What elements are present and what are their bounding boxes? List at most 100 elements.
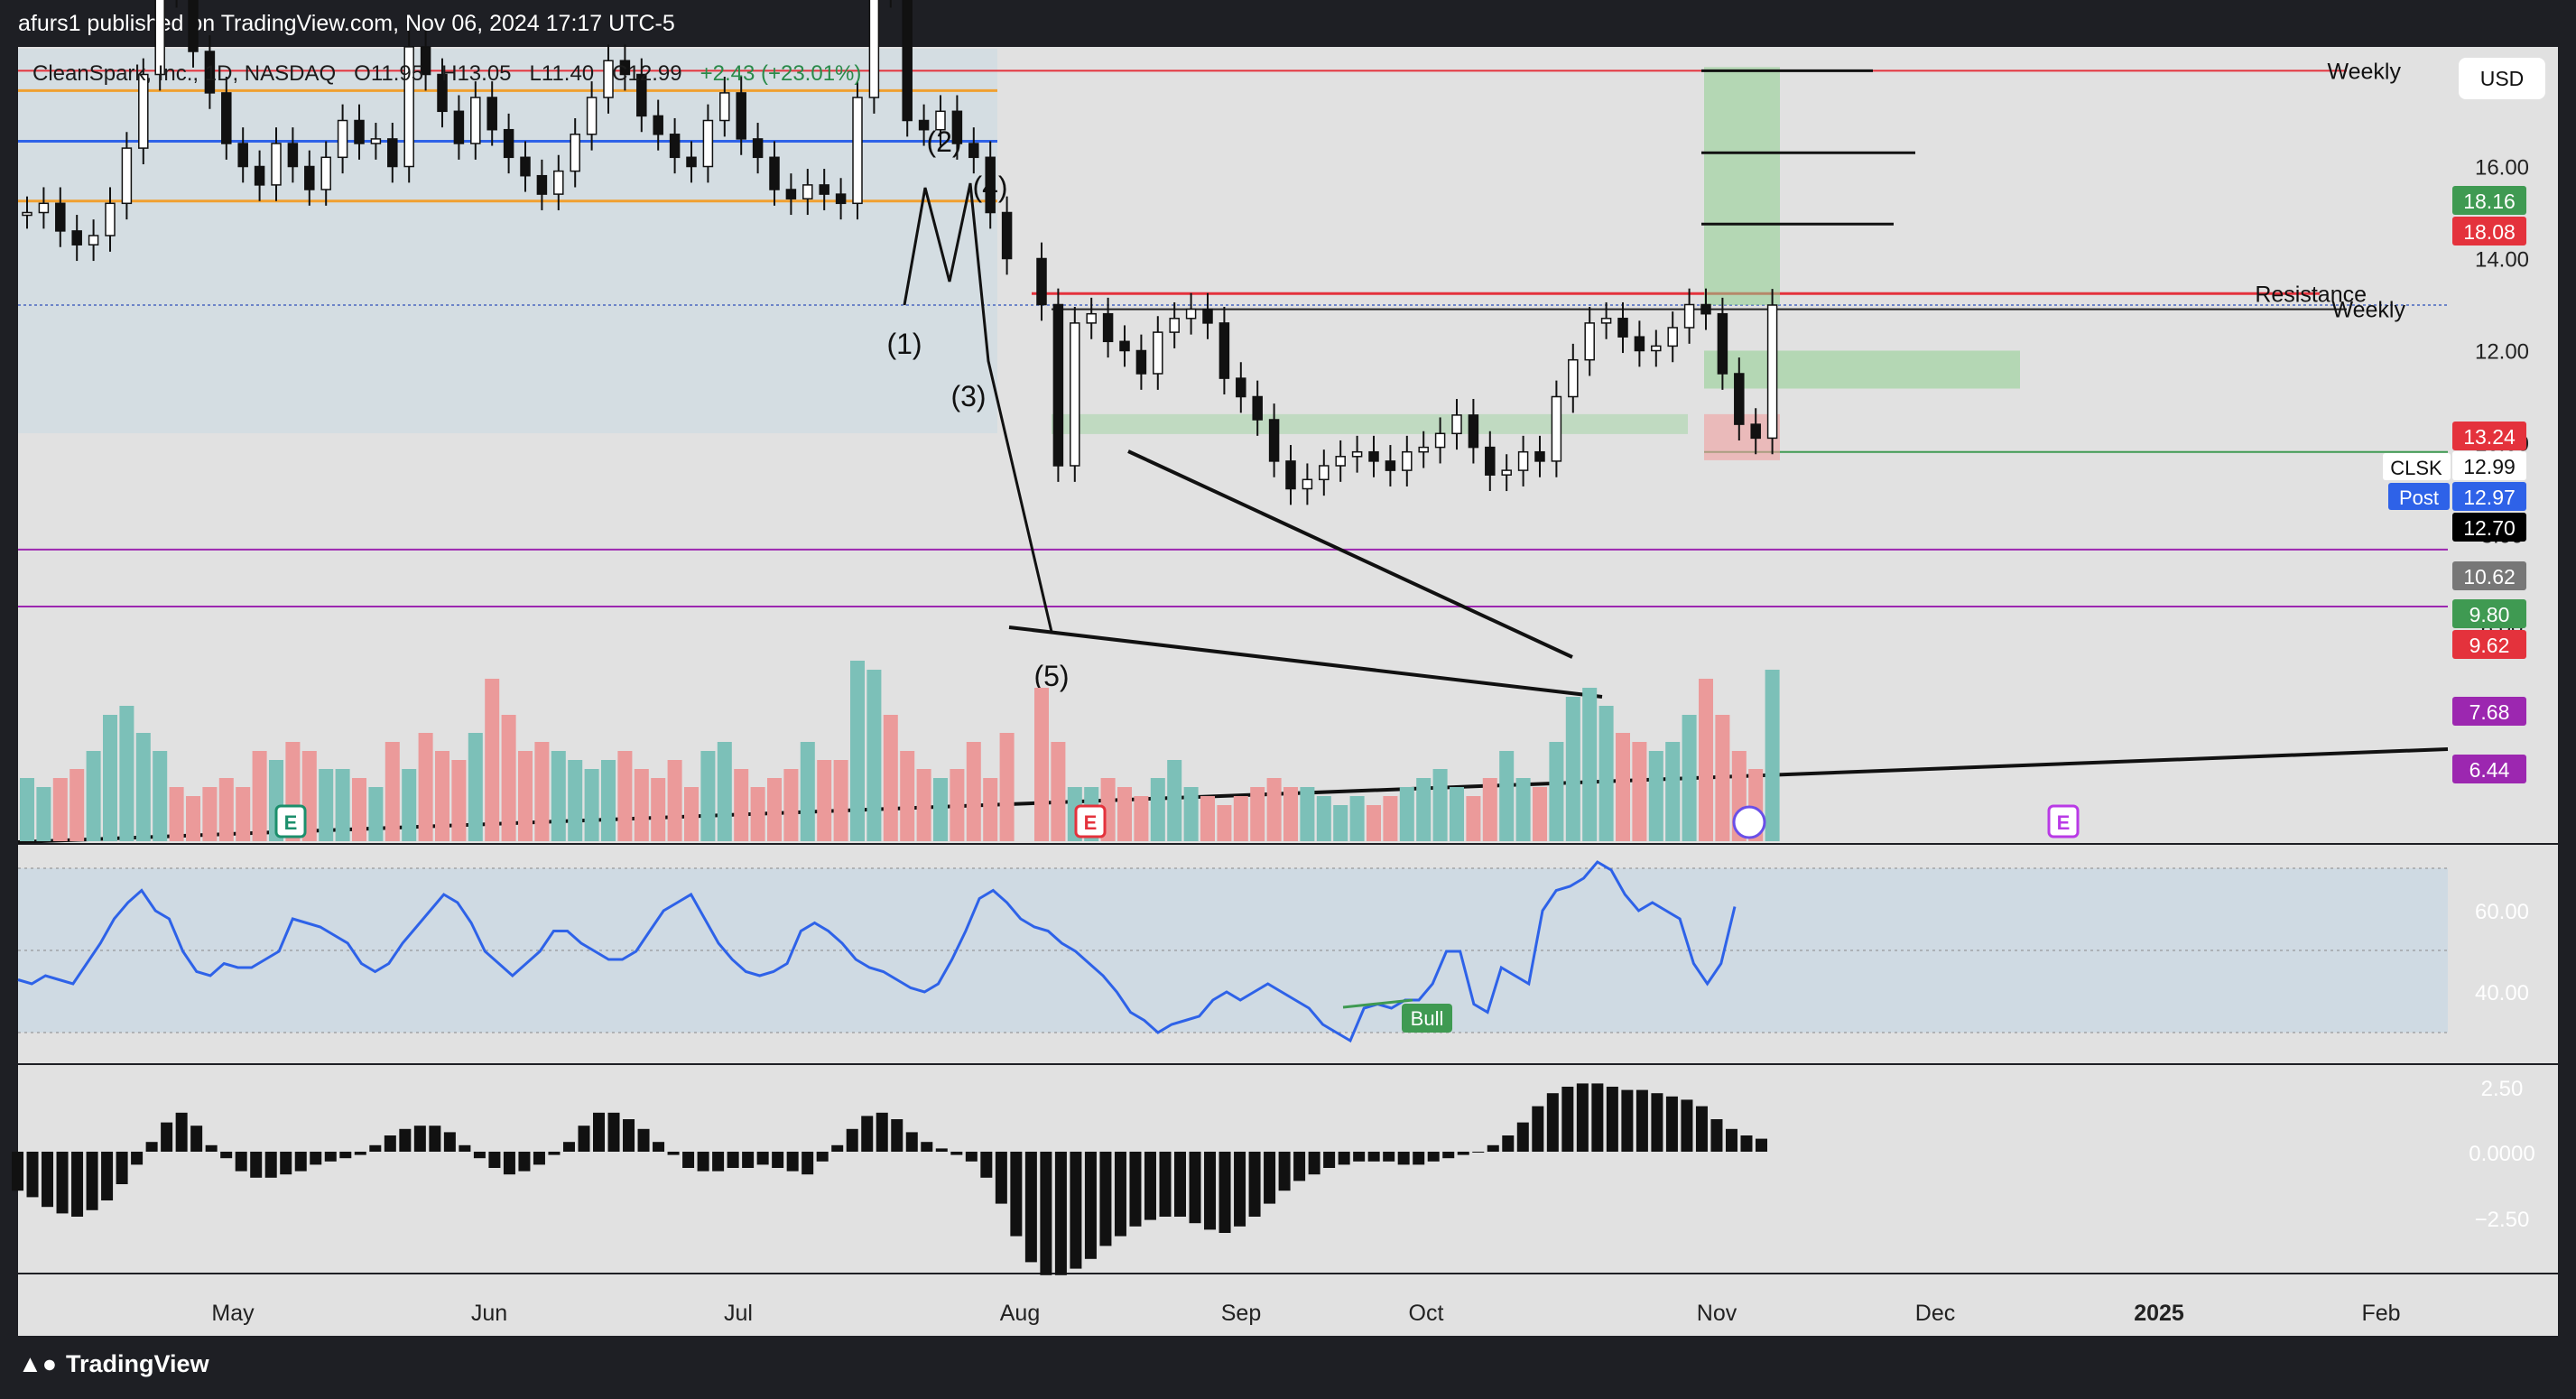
volume-bar [1499, 751, 1515, 841]
legend-symbol: CleanSpark, Inc., 1D, NASDAQ [32, 61, 337, 86]
x-axis-label: Jul [724, 1301, 753, 1326]
macd-bar [1367, 1152, 1380, 1162]
macd-bar [593, 1112, 605, 1152]
macd-bar [1695, 1106, 1708, 1152]
candle-body [1683, 303, 1695, 329]
elliott-wave-path [903, 182, 1053, 633]
macd-bar [548, 1152, 561, 1155]
macd-bar [42, 1152, 54, 1208]
volume-bar [1383, 796, 1398, 841]
price-label: 6.44 [2469, 758, 2510, 782]
ticker-tag-box [2383, 453, 2451, 480]
volume-bar [335, 769, 350, 841]
macd-bar [802, 1152, 814, 1175]
volume-bar [1699, 679, 1713, 841]
price-tick: 16.00 [2475, 156, 2529, 181]
volume-bar [1266, 778, 1282, 841]
volume-bar [1450, 787, 1464, 841]
currency-button[interactable]: USD [2459, 58, 2545, 99]
level-label: Resistance [2255, 282, 2367, 307]
macd-bar [816, 1152, 829, 1162]
macd-bar [786, 1152, 799, 1172]
macd-bar [980, 1152, 993, 1178]
candle-body [1634, 336, 1645, 352]
price-label: 10.62 [2463, 565, 2516, 588]
price-tick: 12.00 [2475, 340, 2529, 365]
macd-bar [1651, 1093, 1663, 1152]
volume-bar [1416, 778, 1432, 841]
volume-bar [485, 679, 500, 841]
volume-bar [518, 751, 533, 841]
volume-bar [135, 733, 151, 841]
earnings-marker [1074, 804, 1107, 838]
level-label: Weekly [2327, 59, 2401, 84]
candle-body [719, 92, 730, 122]
macd-bar [1413, 1152, 1425, 1165]
macd-bar [12, 1152, 23, 1191]
macd-bar [1606, 1087, 1618, 1152]
macd-bar [1546, 1093, 1559, 1152]
macd-bar [26, 1152, 39, 1198]
x-axis-label: 2025 [2134, 1301, 2184, 1326]
volume-bar [1283, 787, 1298, 841]
volume-bar [651, 778, 666, 841]
candle-body [1302, 478, 1313, 490]
macd-bar [101, 1152, 114, 1200]
volume-bar [601, 760, 616, 841]
candle-body [121, 147, 133, 205]
macd-bar [1725, 1128, 1737, 1152]
post-tag: Post [2399, 486, 2439, 509]
volume-bar [1682, 715, 1697, 841]
candle-body [1001, 211, 1013, 260]
symbol-legend: CleanSpark, Inc., 1D, NASDAQ O11.95 H13.… [32, 61, 861, 87]
macd-bar [1338, 1152, 1350, 1165]
ticker-tag: CLSK [2390, 457, 2442, 479]
volume-bar [418, 733, 433, 841]
macd-bar [667, 1152, 680, 1155]
earnings-marker [2047, 804, 2080, 838]
volume-bar [1316, 796, 1331, 841]
volume-bar [534, 742, 550, 841]
macd-bar [250, 1152, 263, 1178]
price-label: 18.16 [2463, 190, 2516, 213]
candle-body [619, 60, 631, 76]
candle-body [785, 189, 797, 199]
volume-bar [236, 787, 251, 841]
candle-body [1169, 318, 1180, 333]
volume-bar [468, 733, 483, 841]
volume-bar [933, 778, 948, 841]
macd-bar [503, 1152, 515, 1175]
volume-bar [1632, 742, 1647, 841]
candle-body [819, 184, 829, 195]
volume-bar [153, 751, 168, 841]
candle-body [669, 134, 681, 159]
macd-bar [1040, 1152, 1052, 1275]
price-tick: 14.00 [2475, 248, 2529, 273]
candle-body [1052, 303, 1064, 467]
macd-bar [354, 1152, 366, 1155]
volume-bar [1648, 751, 1663, 841]
macd-bar [831, 1144, 844, 1152]
price-label-box [2452, 755, 2526, 783]
macd-tick: 0.0000 [2469, 1142, 2534, 1166]
macd-bar [578, 1126, 590, 1152]
macd-bar [1189, 1152, 1201, 1224]
volume-bar [983, 778, 998, 841]
volume-bar [1533, 787, 1547, 841]
candle-body [1734, 373, 1745, 425]
macd-bar [1710, 1119, 1723, 1152]
candle-body [320, 156, 331, 190]
macd-bar [1397, 1152, 1410, 1165]
macd-bar [637, 1128, 650, 1152]
macd-bar [1099, 1152, 1112, 1246]
volume-bar [1183, 787, 1199, 841]
volume-bar [1616, 733, 1630, 841]
volume-bar [1515, 778, 1531, 841]
macd-bar [488, 1152, 501, 1168]
candle-body [951, 110, 963, 144]
candle-body [852, 97, 863, 205]
volume-bar [684, 787, 699, 841]
earnings-marker-label: E [2057, 811, 2071, 834]
volume-bar [850, 661, 865, 841]
